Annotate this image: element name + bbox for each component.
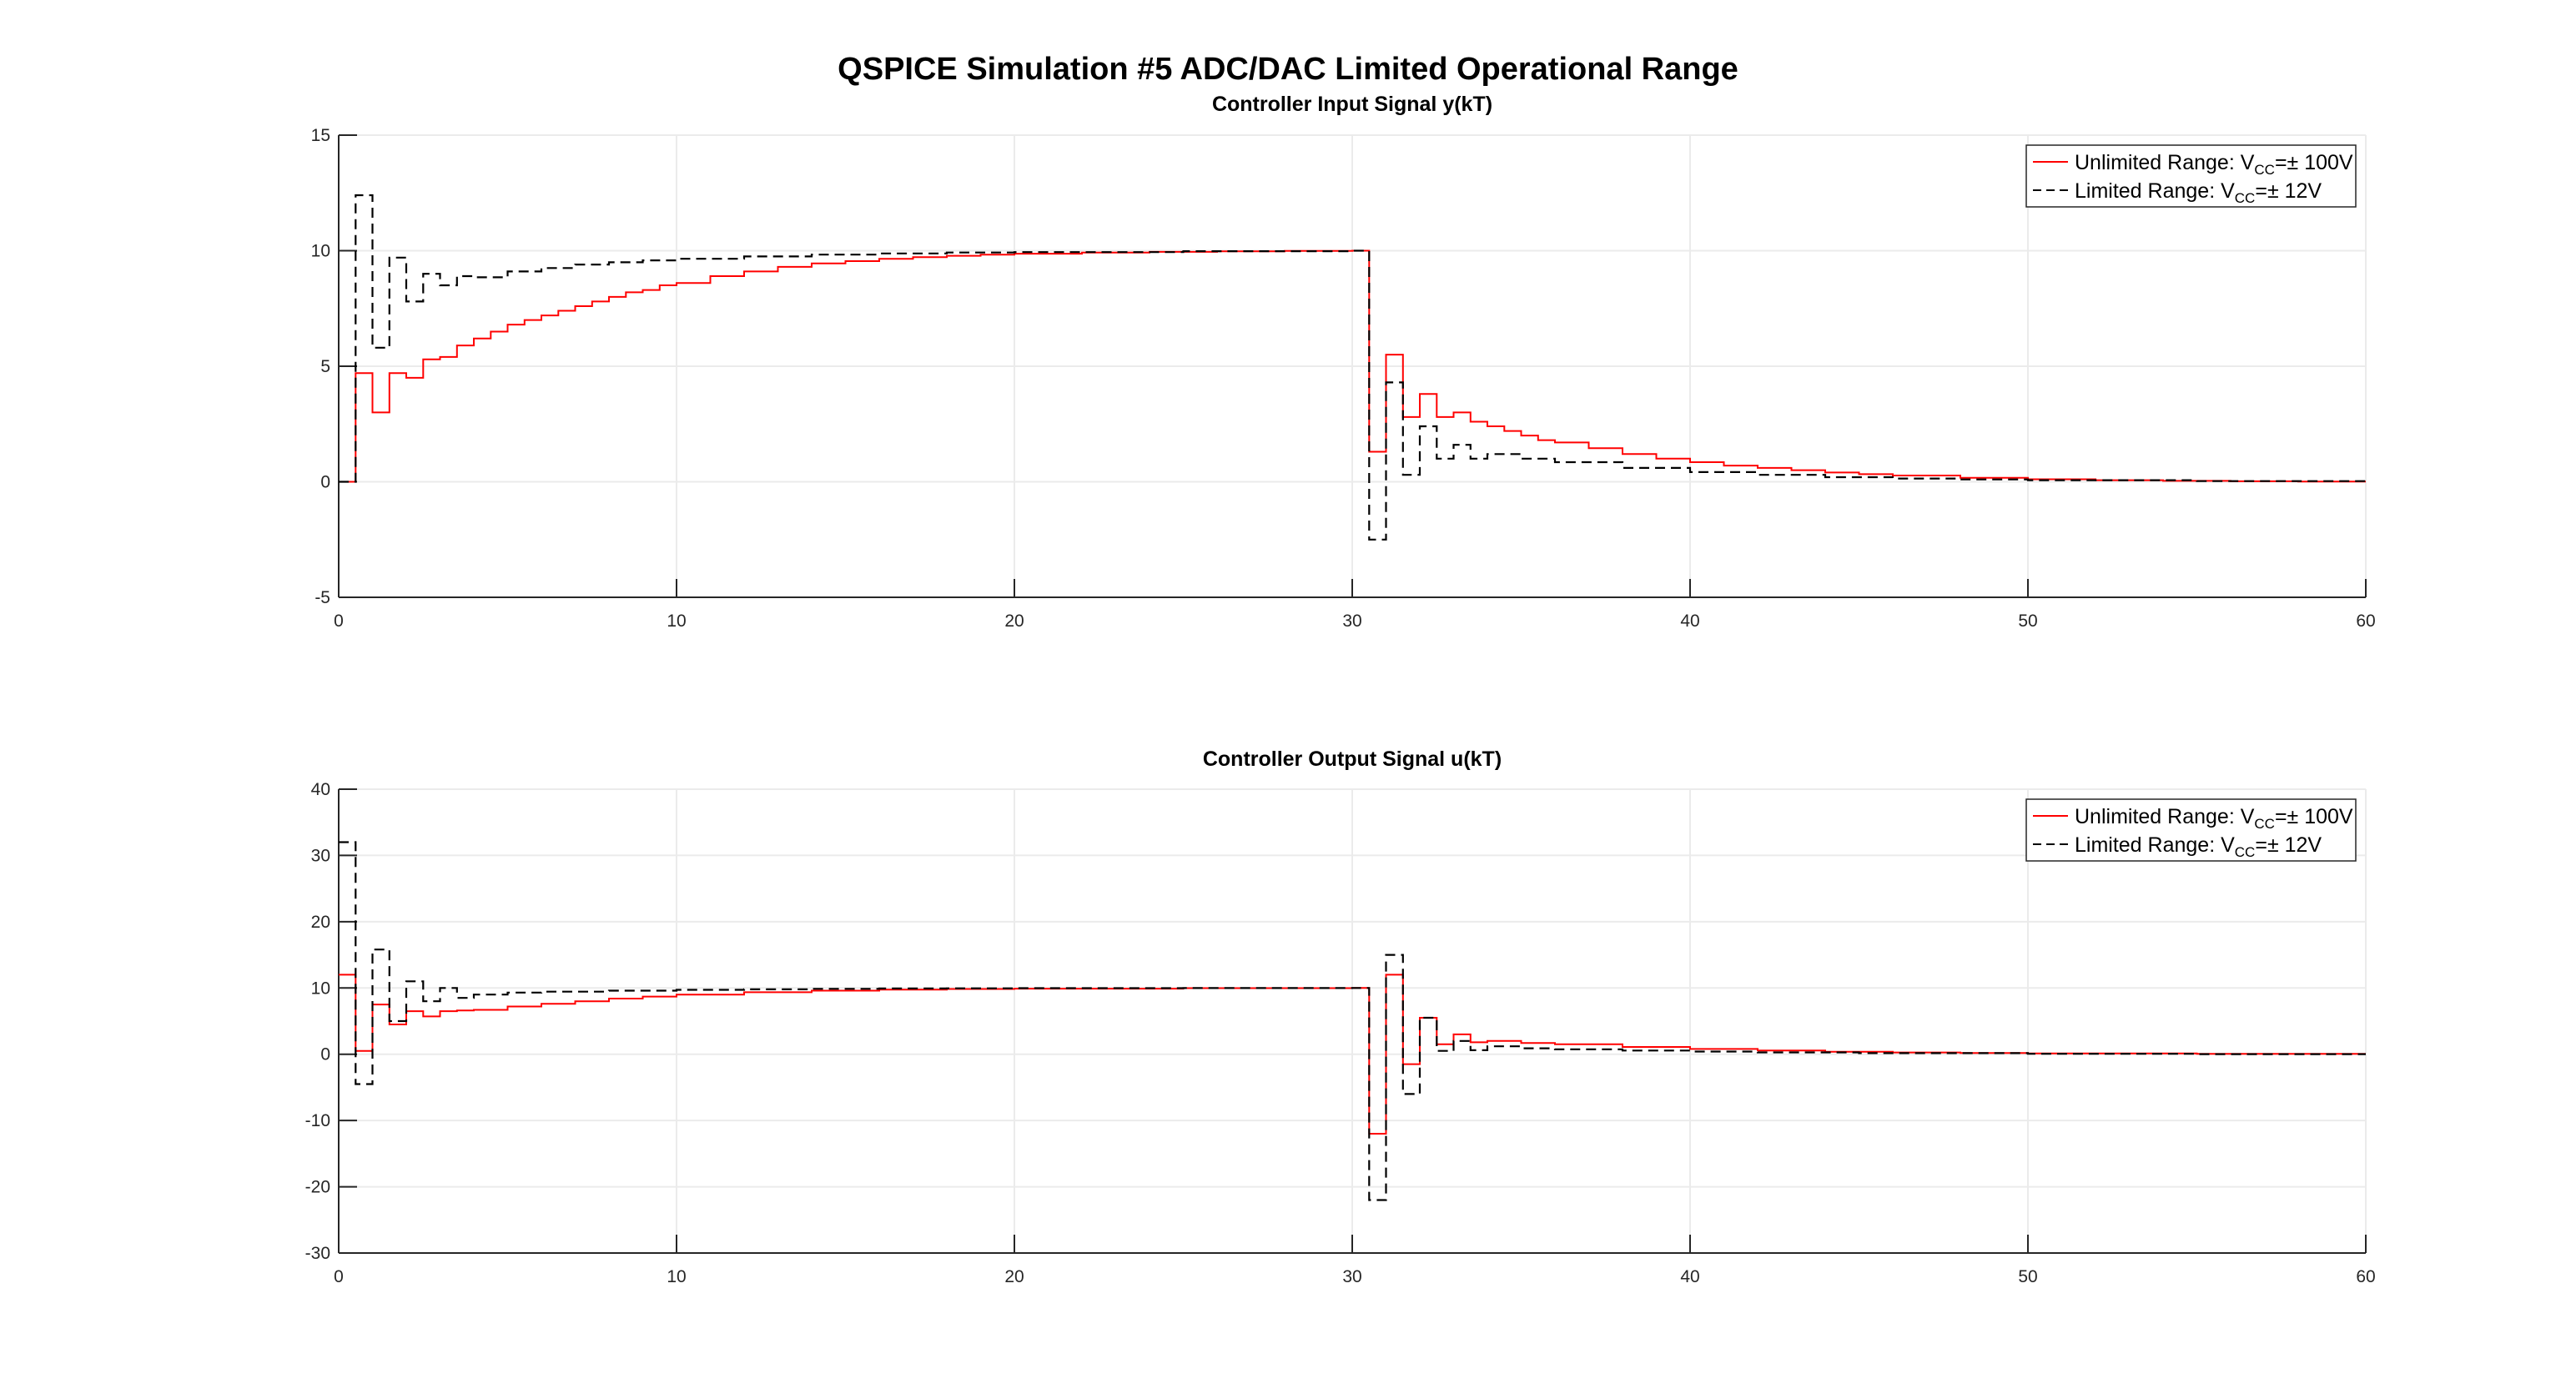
series-limited-line <box>339 194 2366 541</box>
x-tick-label: 50 <box>2018 1267 2037 1286</box>
figure-title: QSPICE Simulation #5 ADC/DAC Limited Ope… <box>838 52 1738 87</box>
legend-label: Limited Range: VCC=± 12V <box>2075 833 2322 860</box>
x-tick-label: 10 <box>667 1267 686 1286</box>
x-tick-label: 50 <box>2018 611 2037 631</box>
x-tick-label: 30 <box>1342 611 1361 631</box>
legend-label: Unlimited Range: VCC=± 100V <box>2075 805 2353 832</box>
y-tick-label: -10 <box>305 1111 330 1130</box>
y-tick-label: 20 <box>311 913 330 932</box>
x-tick-label: 60 <box>2356 611 2375 631</box>
x-tick-label: 30 <box>1342 1267 1361 1286</box>
x-tick-label: 20 <box>1004 611 1024 631</box>
legend-box <box>2025 798 2357 862</box>
x-tick-label: 20 <box>1004 1267 1024 1286</box>
axes-title: Controller Input Signal y(kT) <box>1212 93 1492 116</box>
y-tick-label: 10 <box>311 242 330 261</box>
x-tick-label: 10 <box>667 611 686 631</box>
y-tick-label: 40 <box>311 780 330 799</box>
x-tick-label: 0 <box>334 611 344 631</box>
y-tick-label: 30 <box>311 846 330 865</box>
series-limited-line <box>339 841 2366 1201</box>
legend-label: Unlimited Range: VCC=± 100V <box>2075 151 2353 178</box>
y-tick-label: 10 <box>311 979 330 998</box>
y-tick-label: 0 <box>320 473 330 492</box>
legend-box <box>2025 144 2357 208</box>
output-signal-plot: 0 10 20 30 40 50 60 -30 -20 -10 0 10 20 30 40 Controlle… <box>305 747 2376 1286</box>
x-tick-label: 40 <box>1680 1267 1699 1286</box>
x-tick-label: 0 <box>334 1267 344 1286</box>
y-tick-label: 15 <box>311 126 330 145</box>
x-tick-label: 40 <box>1680 611 1699 631</box>
y-tick-label: 0 <box>320 1045 330 1064</box>
y-tick-label: -20 <box>305 1178 330 1197</box>
y-tick-label: -5 <box>314 588 330 607</box>
legend-label: Limited Range: VCC=± 12V <box>2075 179 2322 206</box>
y-tick-label: 5 <box>320 357 330 376</box>
axes-title: Controller Output Signal u(kT) <box>1203 747 1502 771</box>
x-tick-label: 60 <box>2356 1267 2375 1286</box>
y-tick-label: -30 <box>305 1244 330 1263</box>
